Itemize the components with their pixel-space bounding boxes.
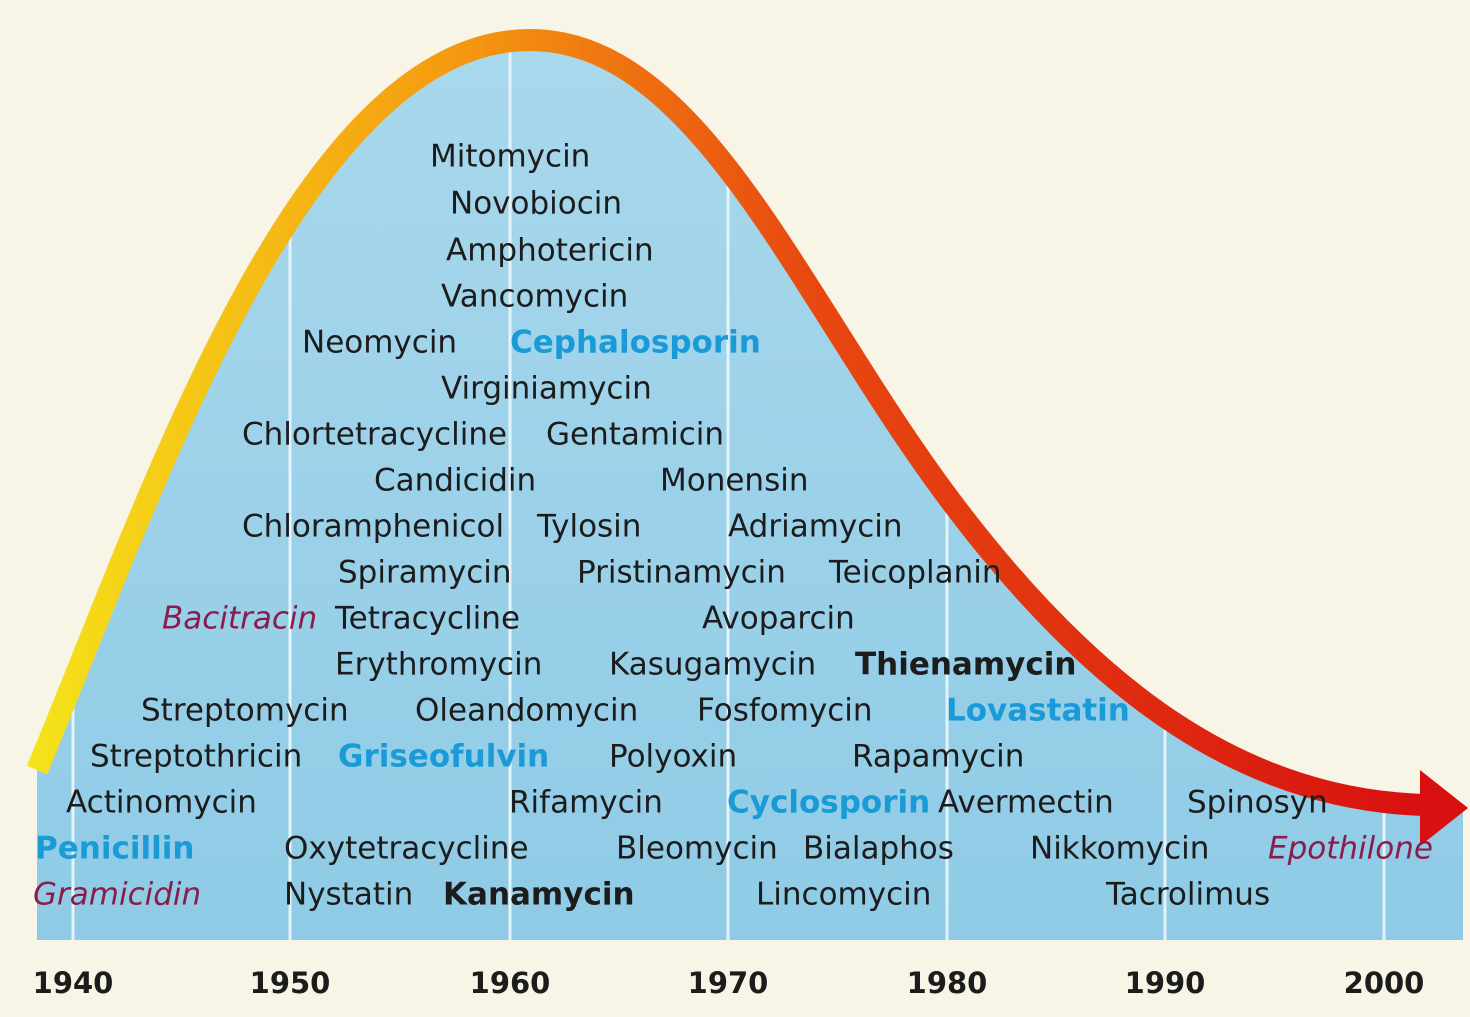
antibiotic-label: Actinomycin (66, 785, 257, 821)
antibiotic-label: Bleomycin (616, 831, 778, 867)
year-label: 1980 (907, 966, 988, 1000)
year-label: 1960 (470, 966, 551, 1000)
antibiotic-label: Bacitracin (162, 601, 317, 637)
antibiotic-label: Novobiocin (450, 186, 622, 222)
antibiotic-label: Streptothricin (90, 739, 302, 775)
antibiotic-label: Teicoplanin (828, 555, 1002, 591)
year-label: 1950 (250, 966, 331, 1000)
arrow-head (1420, 770, 1468, 846)
antibiotic-label: Epothilone (1268, 831, 1433, 867)
antibiotic-label: Tetracycline (334, 601, 520, 637)
antibiotic-label: Oxytetracycline (284, 831, 529, 867)
antibiotic-label: Cephalosporin (510, 325, 761, 361)
antibiotic-label: Amphotericin (446, 233, 654, 269)
antibiotic-label: Lovastatin (946, 693, 1130, 729)
antibiotic-label: Kasugamycin (609, 647, 816, 683)
year-label: 1990 (1125, 966, 1206, 1000)
antibiotic-label: Adriamycin (728, 509, 903, 545)
antibiotic-label: Cyclosporin (727, 785, 930, 821)
antibiotic-label: Fosfomycin (697, 693, 873, 729)
years: 1940 1950 1960 1970 1980 1990 2000 (33, 966, 1425, 1000)
antibiotic-label: Griseofulvin (338, 739, 549, 775)
antibiotic-label: Rifamycin (509, 785, 663, 821)
antibiotic-label: Spinosyn (1187, 785, 1328, 821)
antibiotic-label: Lincomycin (756, 877, 931, 913)
antibiotic-label: Chlortetracycline (242, 417, 507, 453)
antibiotic-label: Rapamycin (852, 739, 1024, 775)
antibiotic-label: Chloramphenicol (242, 509, 504, 545)
year-label: 2000 (1344, 966, 1425, 1000)
antibiotic-label: Vancomycin (441, 279, 628, 315)
antibiotic-label: Oleandomycin (415, 693, 638, 729)
antibiotic-label: Candicidin (374, 463, 536, 499)
antibiotic-label: Tylosin (536, 509, 641, 545)
area (37, 40, 1463, 940)
antibiotic-label: Avoparcin (702, 601, 855, 637)
antibiotic-label: Virginiamycin (441, 371, 652, 407)
antibiotic-label: Mitomycin (430, 139, 590, 175)
curve (26, 28, 1426, 816)
antibiotic-label: Streptomycin (141, 693, 349, 729)
antibiotic-label: Erythromycin (335, 647, 542, 683)
antibiotic-label: Pristinamycin (577, 555, 786, 591)
antibiotic-label: Gentamicin (546, 417, 724, 453)
antibiotic-label: Avermectin (938, 785, 1114, 821)
antibiotic-label: Polyoxin (609, 739, 737, 775)
antibiotic-label: Gramicidin (33, 877, 201, 913)
antibiotic-label: Spiramycin (338, 555, 512, 591)
antibiotic-label: Tacrolimus (1105, 877, 1270, 913)
year-label: 1940 (33, 966, 114, 1000)
antibiotic-label: Neomycin (302, 325, 457, 361)
antibiotic-label: Nystatin (284, 877, 413, 913)
antibiotic-label: Penicillin (35, 831, 194, 867)
antibiotic-label: Monensin (660, 463, 809, 499)
antibiotic-label: Thienamycin (855, 647, 1076, 683)
antibiotic-label: Nikkomycin (1030, 831, 1209, 867)
year-label: 1970 (688, 966, 769, 1000)
antibiotic-label: Bialaphos (803, 831, 954, 867)
labels: Mitomycin Novobiocin Amphotericin Vancomyci… (33, 139, 1433, 913)
antibiotic-label: Kanamycin (443, 877, 635, 913)
